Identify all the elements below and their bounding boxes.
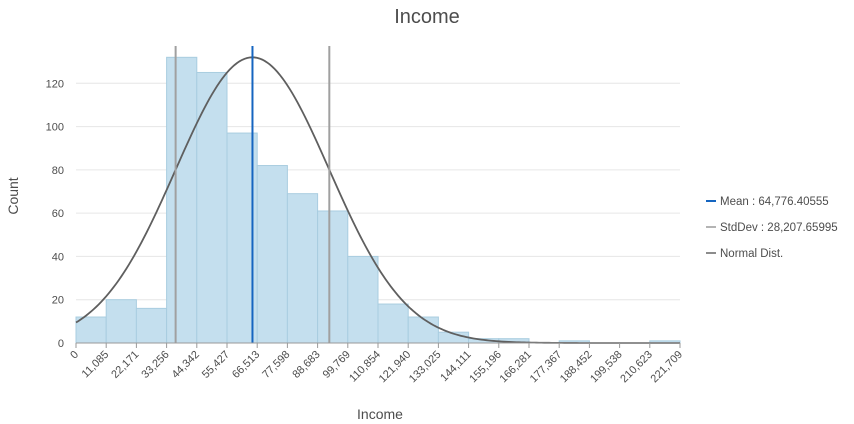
y-tick-label: 100	[46, 122, 64, 134]
y-tick-label: 80	[52, 165, 64, 177]
x-tick-label: 155,196	[467, 349, 504, 386]
y-tick-label: 0	[58, 338, 64, 350]
x-tick-label: 121,940	[377, 349, 414, 386]
y-tick-label: 40	[52, 251, 64, 263]
x-tick-label: 221,709	[649, 349, 686, 386]
reference-lines	[174, 46, 331, 343]
y-tick-label: 60	[52, 208, 64, 220]
y-tick-labels: 0 20 40 60 80 100 120	[46, 78, 64, 350]
x-tick-label: 166,281	[498, 349, 535, 386]
x-tick-label: 199,538	[588, 349, 625, 386]
x-tick-label: 177,367	[528, 349, 565, 386]
legend-label: Mean : 64,776.40555	[720, 196, 829, 208]
x-tick-label: 66,513	[230, 349, 262, 381]
x-tick-label: 133,025	[407, 349, 444, 386]
x-tick-label: 22,171	[109, 349, 141, 381]
x-tick-label: 210,623	[618, 349, 655, 386]
histogram-bar	[75, 316, 107, 344]
x-axis-title: Income	[357, 406, 403, 422]
histogram-bar	[286, 193, 319, 344]
histogram-bar	[135, 307, 168, 344]
x-tick-label: 77,598	[260, 349, 292, 381]
y-tick-label: 20	[52, 295, 64, 307]
histogram-bar	[256, 165, 288, 344]
x-tick-label: 0	[68, 349, 81, 362]
x-tick-labels: 011,08522,17133,25644,34255,42766,51377,…	[68, 349, 685, 386]
x-tick-label: 55,427	[200, 349, 232, 381]
histogram-bar	[317, 210, 349, 344]
x-tick-label: 188,452	[558, 349, 595, 386]
x-tick-label: 44,342	[170, 349, 202, 381]
y-tick-label: 120	[46, 78, 64, 90]
histogram-bar	[407, 316, 439, 344]
x-tick-label: 33,256	[139, 349, 171, 381]
legend-label: StdDev : 28,207.65995	[720, 222, 838, 234]
histogram-bar	[377, 303, 409, 344]
axes	[75, 342, 681, 348]
histogram-bar	[166, 56, 198, 344]
histogram-bar	[105, 299, 137, 344]
legend: Mean : 64,776.40555 StdDev : 28,207.65995…	[706, 196, 838, 260]
chart-title: Income	[394, 6, 460, 28]
legend-label: Normal Dist.	[720, 248, 783, 260]
histogram-bar	[196, 71, 228, 344]
x-tick-label: 88,683	[290, 349, 322, 381]
histogram-bar	[347, 255, 379, 344]
x-tick-label: 110,854	[347, 349, 383, 385]
y-axis-title: Count	[5, 177, 21, 214]
x-tick-label: 11,085	[80, 349, 112, 381]
